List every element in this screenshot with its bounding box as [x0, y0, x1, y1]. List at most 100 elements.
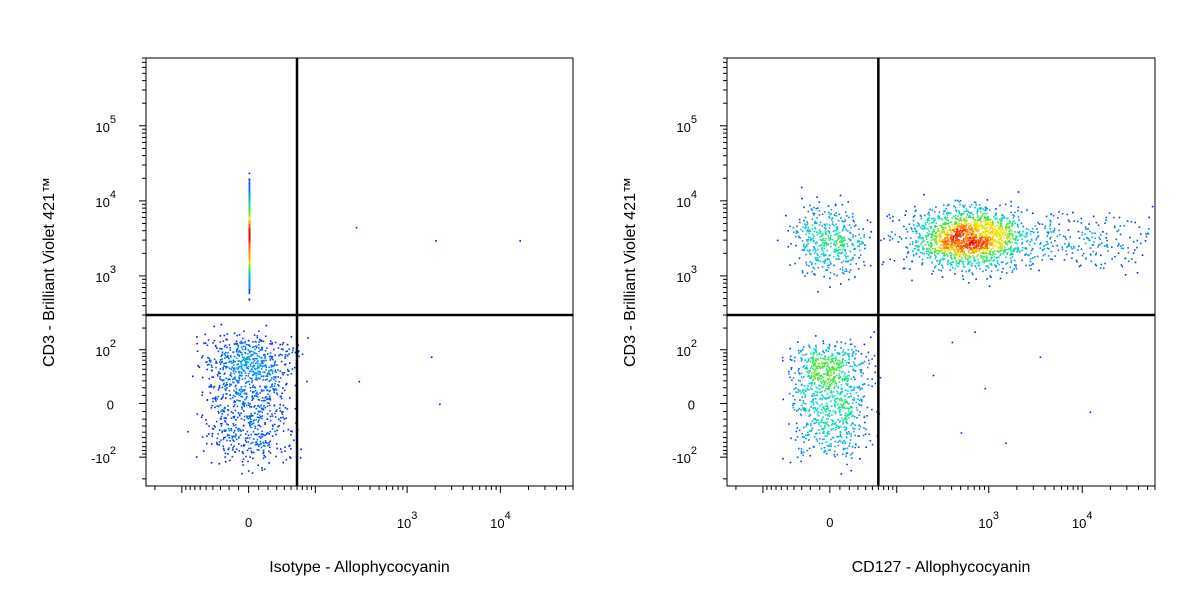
event-dot [1032, 213, 1034, 215]
event-dot [810, 231, 812, 233]
event-dot [286, 459, 288, 461]
event-dot [991, 257, 993, 259]
event-dot [990, 277, 992, 279]
event-dot [1010, 260, 1012, 262]
event-dot [225, 352, 227, 354]
event-dot [187, 431, 189, 433]
event-dot [962, 261, 964, 263]
event-dot [961, 230, 963, 232]
event-dot [241, 391, 243, 393]
event-dot [1002, 228, 1004, 230]
event-dot [979, 240, 981, 242]
event-dot [1139, 226, 1141, 228]
event-dot [220, 341, 222, 343]
event-dot [214, 359, 216, 361]
event-dot [977, 259, 979, 261]
y-tick-base: 10 [95, 270, 109, 285]
event-dot [939, 260, 941, 262]
event-dot [1037, 222, 1039, 224]
event-dot [263, 376, 265, 378]
event-dot [977, 215, 979, 217]
event-dot [233, 378, 235, 380]
event-dot [954, 231, 956, 233]
event-dot [1006, 243, 1008, 245]
event-dot [1010, 212, 1012, 214]
event-dot [1082, 255, 1084, 257]
event-dot [234, 333, 236, 335]
event-dot [805, 234, 807, 236]
event-dot [970, 228, 972, 230]
event-dot [219, 441, 221, 443]
event-dot [257, 405, 259, 407]
event-dot [919, 233, 921, 235]
event-dot [205, 334, 207, 336]
event-dot [933, 221, 935, 223]
event-dot [229, 390, 231, 392]
event-dot [842, 204, 844, 206]
event-dot [946, 219, 948, 221]
event-dot [981, 218, 983, 220]
event-dot [1034, 243, 1036, 245]
event-dot [917, 249, 919, 251]
event-dot [262, 442, 264, 444]
event-dot [214, 398, 216, 400]
event-dot [803, 246, 805, 248]
event-dot [802, 230, 804, 232]
event-dot [225, 453, 227, 455]
event-dot [259, 356, 261, 358]
event-dot [819, 229, 821, 231]
event-dot [273, 379, 275, 381]
event-dot [911, 228, 913, 230]
event-dot [1044, 248, 1046, 250]
event-dot [222, 369, 224, 371]
event-dot [822, 242, 824, 244]
event-dot [904, 268, 906, 270]
event-dot [836, 240, 838, 242]
event-dot [218, 389, 220, 391]
event-dot [935, 256, 937, 258]
event-dot [928, 244, 930, 246]
event-dot [948, 260, 950, 262]
event-dot [269, 343, 271, 345]
event-dot [227, 405, 229, 407]
event-dot [206, 443, 208, 445]
event-dot [1053, 215, 1055, 217]
event-dot [1120, 225, 1122, 227]
event-dot [237, 354, 239, 356]
event-dot [1081, 249, 1083, 251]
event-dot [999, 244, 1001, 246]
event-dot [954, 273, 956, 275]
event-dot [1002, 262, 1004, 264]
event-dot [942, 229, 944, 231]
event-dot [931, 245, 933, 247]
event-dot [825, 238, 827, 240]
event-dot [1123, 225, 1125, 227]
event-dot [953, 205, 955, 207]
event-dot [256, 379, 258, 381]
event-dot [234, 451, 236, 453]
event-dot [944, 231, 946, 233]
event-dot [1006, 272, 1008, 274]
event-dot [1008, 227, 1010, 229]
event-dot [224, 437, 226, 439]
event-dot [903, 226, 905, 228]
event-dot [982, 247, 984, 249]
event-dot [858, 268, 860, 270]
event-dot [797, 232, 799, 234]
event-dot [996, 231, 998, 233]
event-dot [262, 397, 264, 399]
event-dot [249, 230, 251, 232]
event-dot [952, 245, 954, 247]
event-dot [789, 226, 791, 228]
event-dot [258, 433, 260, 435]
event-dot [203, 343, 205, 345]
event-dot [211, 386, 213, 388]
event-dot [912, 243, 914, 245]
event-dot [1007, 262, 1009, 264]
event-dot [1023, 226, 1025, 228]
event-dot [249, 244, 251, 246]
event-dot [899, 220, 901, 222]
event-dot [999, 233, 1001, 235]
event-dot [977, 255, 979, 257]
event-dot [1001, 271, 1003, 273]
